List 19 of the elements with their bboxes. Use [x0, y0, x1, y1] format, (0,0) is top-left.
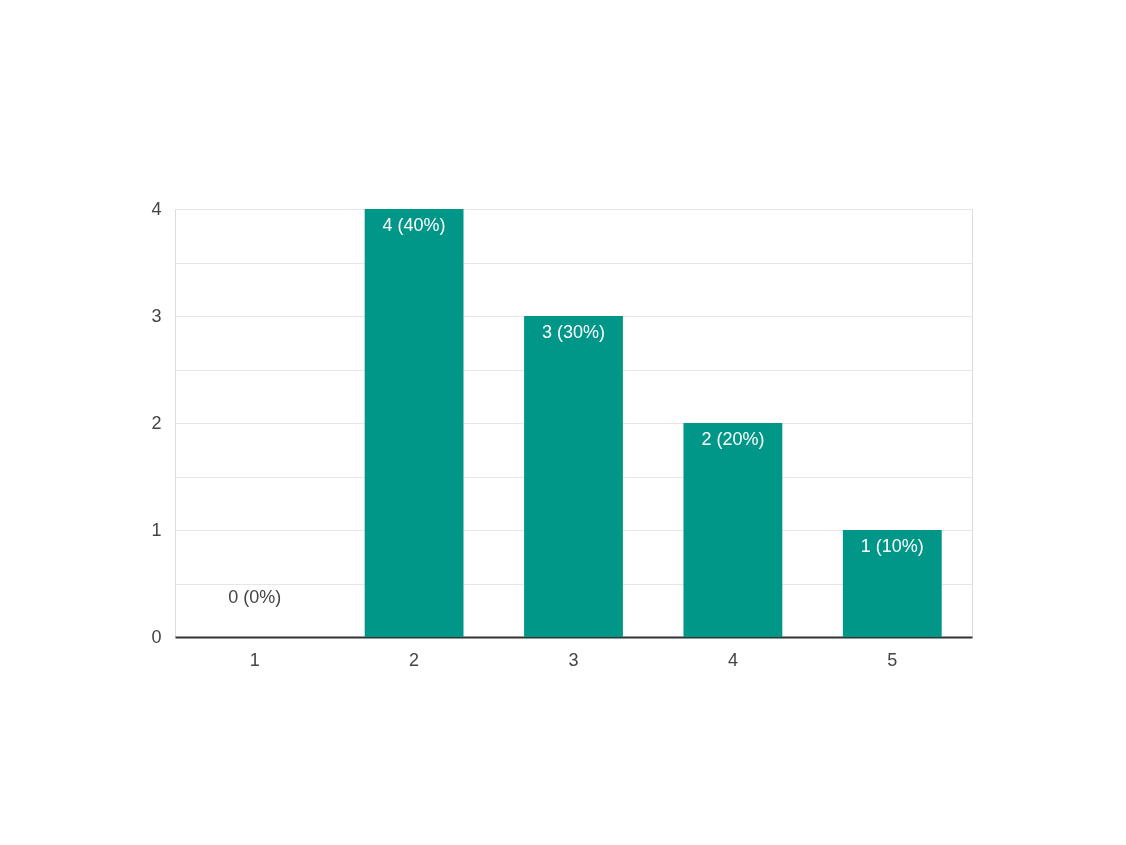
x-tick-label: 5: [887, 649, 898, 670]
bar: [842, 530, 942, 637]
y-tick-label: 1: [151, 519, 162, 540]
y-tick-label: 0: [151, 626, 162, 647]
bar: [683, 423, 783, 637]
bar: [524, 316, 623, 637]
y-tick-label: 2: [151, 412, 162, 433]
y-tick-label: 4: [151, 198, 162, 219]
y-tick-label: 3: [151, 305, 162, 326]
data-label: 3 (30%): [541, 322, 606, 342]
data-label: 1 (10%): [860, 536, 924, 556]
data-label: 0 (0%): [228, 587, 282, 607]
x-tick-label: 3: [568, 649, 579, 670]
x-tick-label: 4: [727, 649, 738, 670]
data-label: 2 (20%): [701, 429, 765, 449]
x-tick-label: 1: [249, 649, 260, 670]
data-label: 4 (40%): [382, 215, 446, 235]
bar: [364, 209, 464, 637]
x-tick-label: 2: [409, 649, 420, 670]
